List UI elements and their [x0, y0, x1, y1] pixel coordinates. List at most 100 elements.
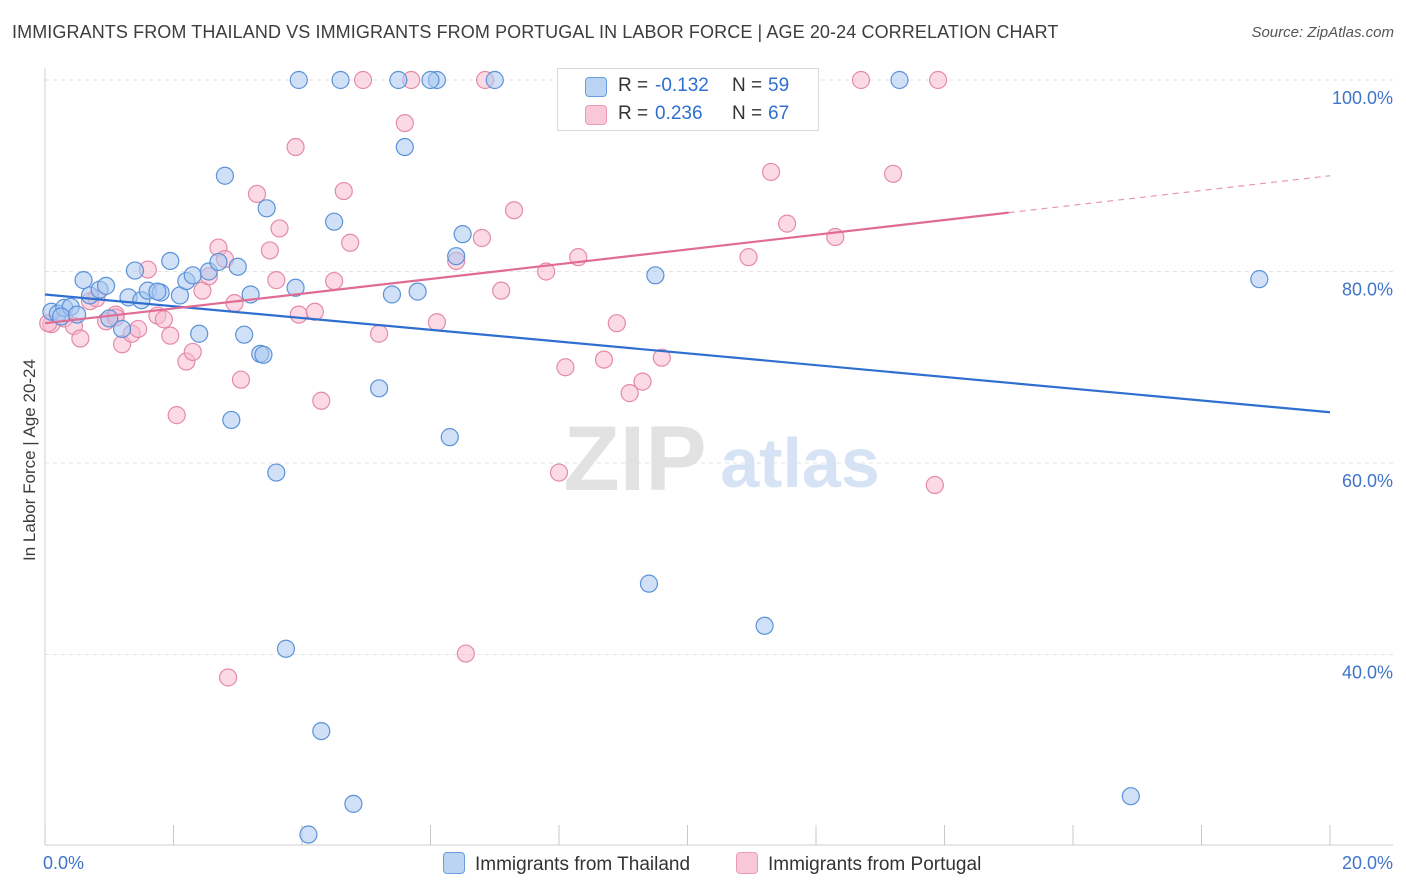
point-portugal: [353, 70, 373, 90]
point-portugal: [594, 350, 614, 369]
point-portugal: [925, 475, 944, 495]
point-thailand: [755, 616, 774, 635]
point-thailand: [485, 70, 504, 90]
point-thailand: [125, 261, 145, 280]
watermark-zip: ZIP: [563, 408, 706, 510]
legend-n-label: N =: [732, 75, 763, 96]
point-portugal: [154, 310, 173, 329]
point-thailand: [222, 410, 241, 430]
x-tick-label: 0.0%: [43, 853, 84, 873]
point-thailand: [325, 212, 344, 231]
legend-n-value-thailand: 59: [768, 75, 790, 96]
bottom-legend-label-portugal: Immigrants from Portugal: [768, 854, 982, 875]
point-portugal: [231, 370, 251, 389]
point-thailand: [276, 639, 296, 658]
point-thailand: [344, 794, 363, 813]
point-thailand: [646, 266, 665, 285]
point-thailand: [1121, 787, 1140, 806]
point-thailand: [254, 345, 273, 364]
y-tick-label: 60.0%: [1342, 471, 1393, 491]
correlation-legend: R = -0.132 N = 59 R = 0.236 N = 67: [557, 68, 819, 131]
point-thailand: [331, 70, 350, 90]
point-portugal: [267, 271, 286, 290]
point-portugal: [549, 463, 569, 482]
point-portugal: [607, 314, 626, 333]
point-thailand: [286, 278, 305, 297]
point-portugal: [270, 219, 289, 238]
watermark: ZIP atlas: [563, 408, 879, 510]
point-portugal: [492, 281, 511, 300]
point-thailand: [453, 225, 472, 244]
watermark-atlas: atlas: [720, 424, 880, 502]
bottom-legend-label-thailand: Immigrants from Thailand: [475, 854, 691, 875]
point-portugal: [620, 384, 639, 403]
point-thailand: [235, 325, 254, 344]
point-thailand: [228, 257, 247, 276]
point-thailand: [289, 70, 308, 90]
point-portugal: [129, 319, 148, 339]
point-portugal: [739, 248, 758, 267]
point-thailand: [1250, 270, 1269, 289]
point-portugal: [161, 326, 180, 345]
point-portugal: [883, 164, 903, 183]
point-portugal: [851, 70, 871, 90]
point-portugal: [312, 391, 331, 410]
point-thailand: [639, 574, 659, 593]
point-thailand: [74, 271, 93, 290]
point-thailand: [389, 70, 408, 90]
point-portugal: [183, 342, 202, 362]
x-tick-label: 20.0%: [1342, 853, 1393, 873]
legend-r-value-portugal: 0.236: [655, 103, 703, 124]
point-portugal: [370, 324, 389, 343]
point-portugal: [260, 241, 279, 260]
y-tick-label: 100.0%: [1332, 88, 1393, 108]
point-portugal: [247, 184, 267, 204]
point-portugal: [286, 137, 305, 157]
point-thailand: [161, 251, 180, 271]
bottom-legend-thailand: Immigrants from Thailand: [443, 852, 690, 876]
legend-r-label: R =: [618, 75, 649, 96]
point-thailand: [148, 282, 167, 301]
point-thailand: [421, 70, 440, 90]
axes: [44, 68, 1393, 846]
legend-swatch-portugal: [585, 105, 607, 125]
point-portugal: [289, 305, 308, 324]
point-portugal: [71, 329, 90, 348]
source-credit: Source: ZipAtlas.com: [1251, 24, 1394, 41]
legend-n-value-portugal: 67: [768, 103, 790, 124]
point-thailand: [408, 282, 427, 301]
point-portugal: [504, 201, 524, 220]
chart-title: IMMIGRANTS FROM THAILAND VS IMMIGRANTS F…: [12, 22, 1059, 42]
point-thailand: [299, 825, 318, 844]
y-tick-label: 80.0%: [1342, 280, 1393, 300]
point-portugal: [777, 214, 797, 233]
trendline-portugal: [44, 211, 1009, 325]
point-portugal: [325, 271, 344, 291]
trendline-portugal-extension: [1008, 175, 1331, 214]
trendline-thailand: [44, 293, 1331, 414]
point-thailand: [395, 137, 414, 157]
y-tick-label: 40.0%: [1342, 663, 1393, 683]
legend-r-label: R =: [618, 103, 649, 124]
point-thailand: [183, 266, 202, 285]
point-thailand: [100, 309, 119, 328]
point-portugal: [472, 228, 491, 248]
bottom-legend-swatch-portugal: [736, 852, 758, 874]
point-thailand: [257, 199, 276, 218]
point-thailand: [312, 721, 331, 741]
point-portugal: [633, 372, 652, 391]
gridlines: [45, 79, 1393, 655]
point-thailand: [209, 252, 228, 272]
point-thailand: [447, 247, 466, 266]
legend-row-thailand: R = -0.132 N = 59: [558, 73, 818, 101]
legend-n-label: N =: [732, 103, 763, 124]
point-portugal: [219, 668, 238, 687]
point-portugal: [456, 644, 475, 663]
point-thailand: [890, 70, 909, 90]
point-thailand: [215, 166, 234, 185]
tick-labels: 100.0% 80.0% 60.0% 40.0% 0.0% 20.0%: [43, 88, 1393, 873]
point-thailand: [190, 324, 209, 343]
point-portugal: [341, 233, 360, 252]
point-thailand: [370, 379, 389, 398]
point-portugal: [652, 348, 671, 367]
